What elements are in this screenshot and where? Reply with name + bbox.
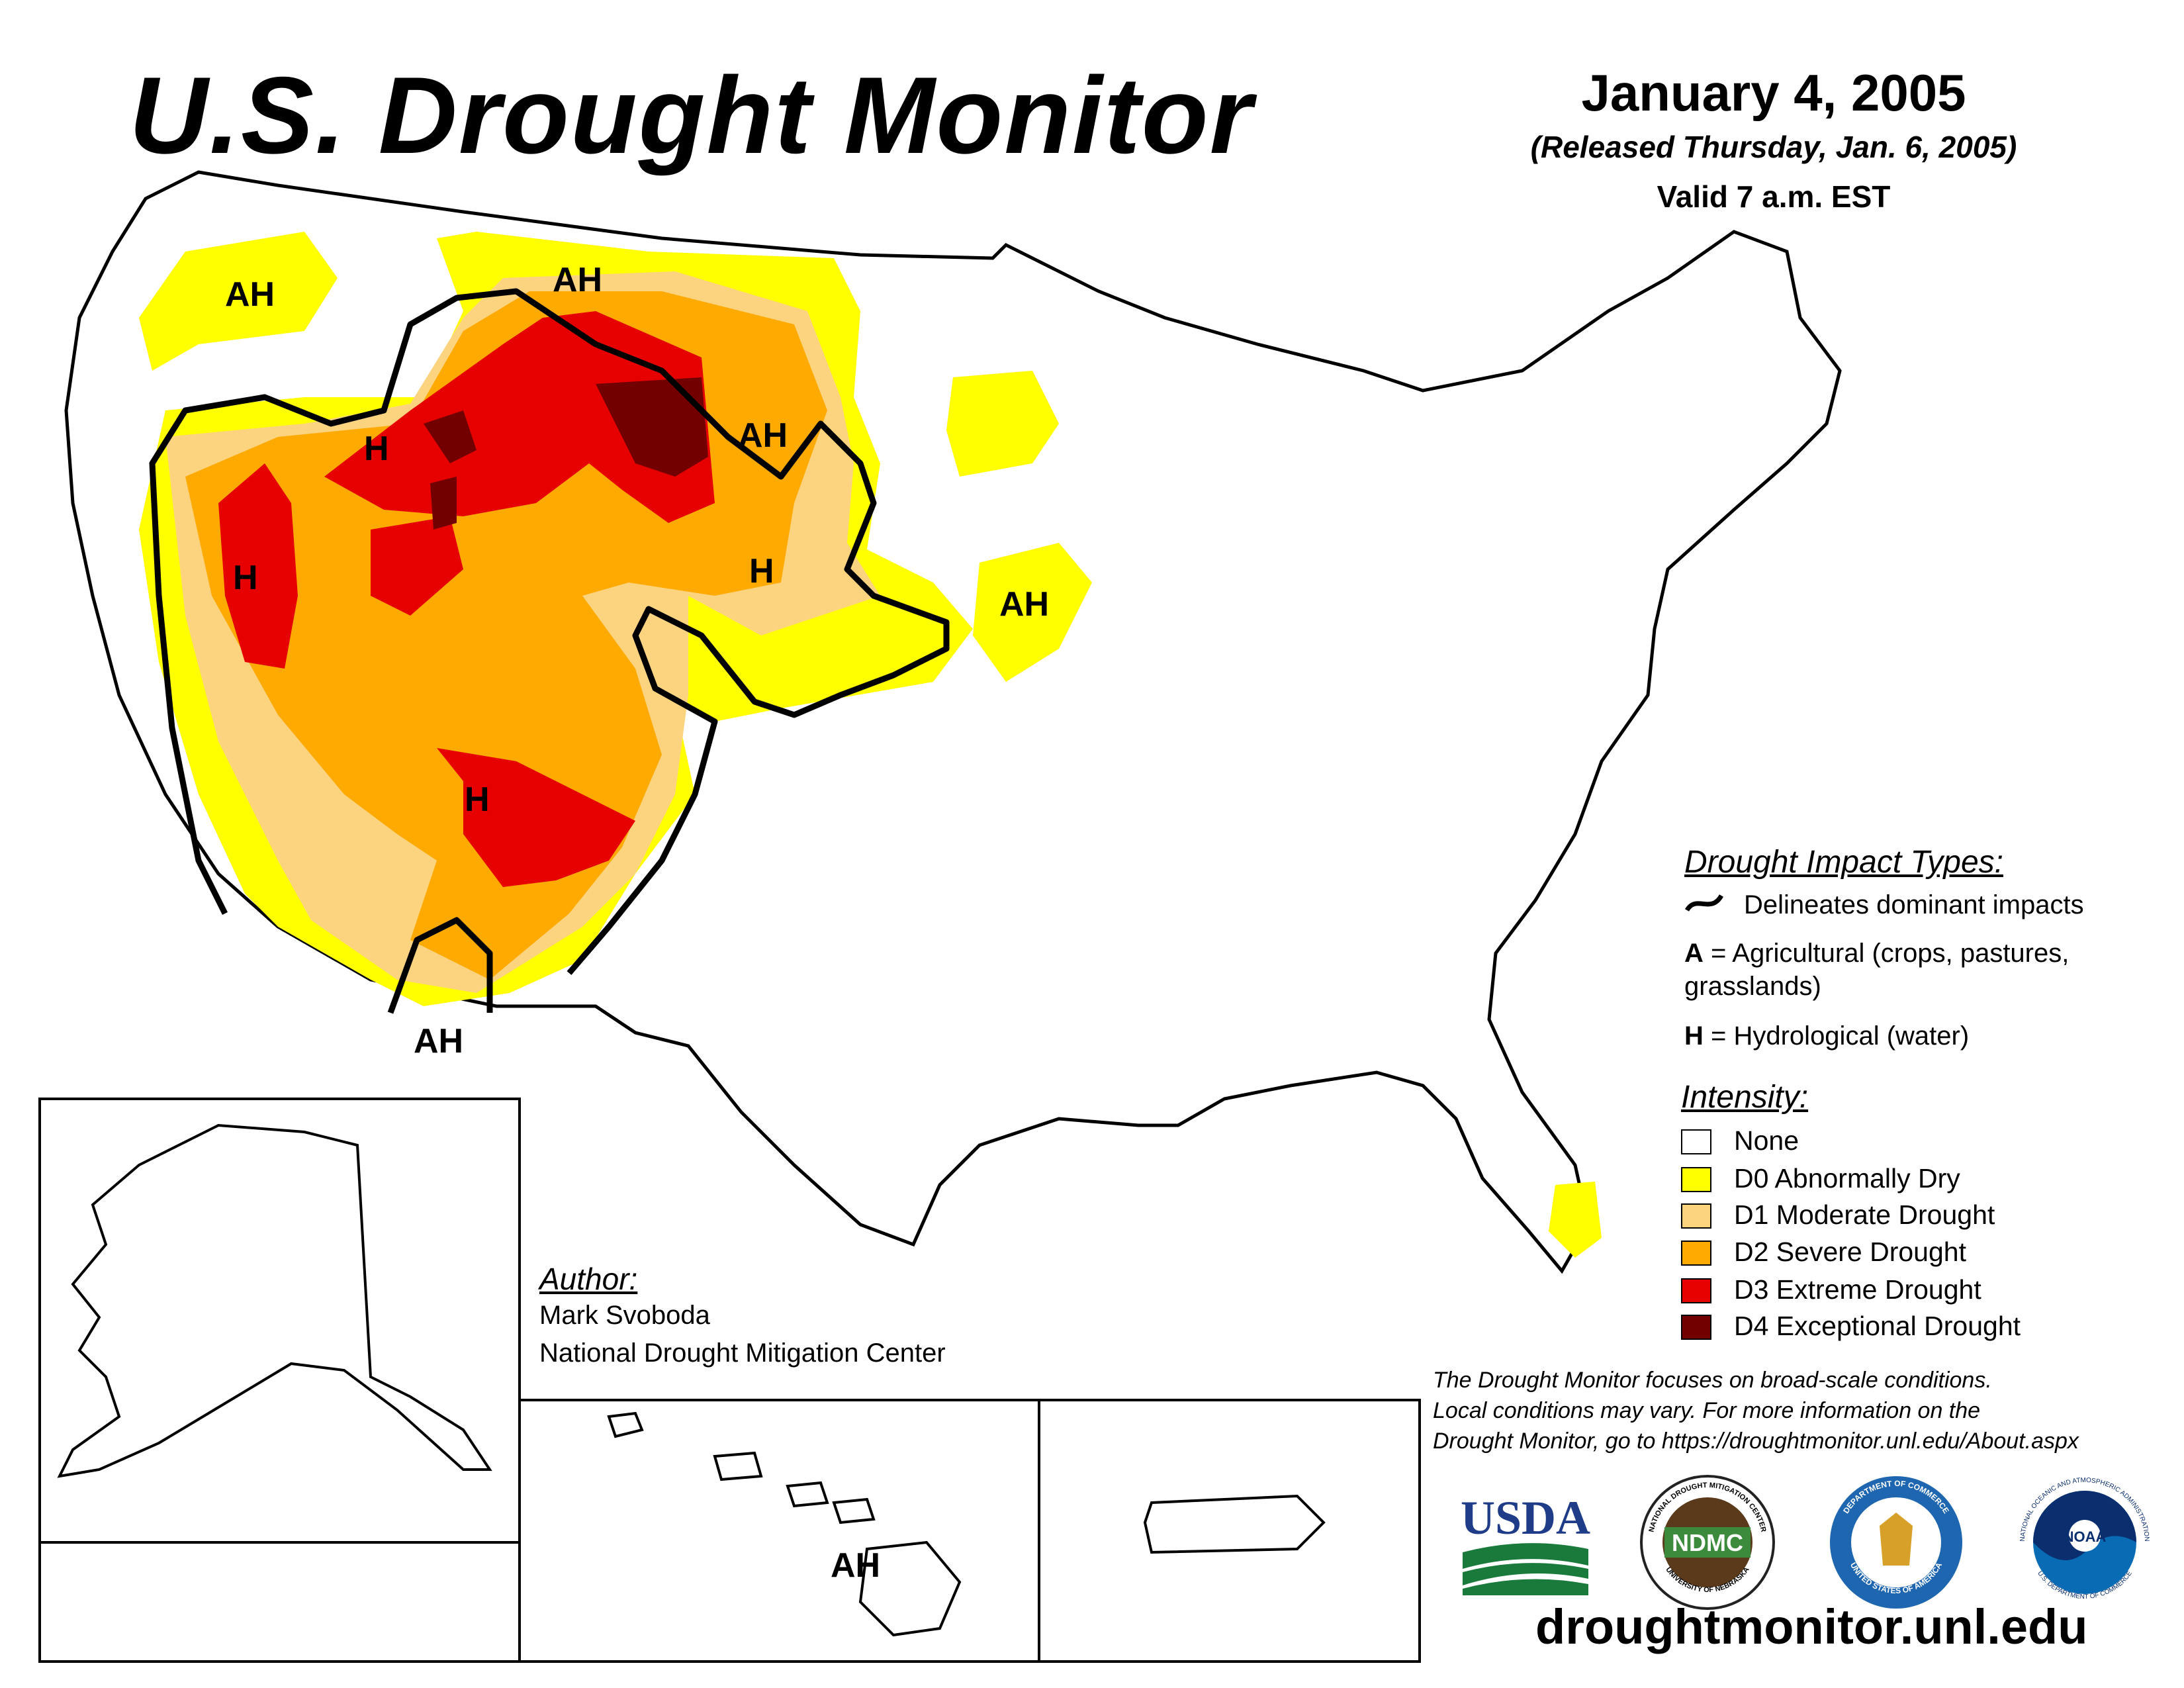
- agricultural-key: A: [1684, 939, 1704, 968]
- intensity-label: D1 Moderate Drought: [1734, 1199, 1995, 1230]
- disclaimer-line-3: Drought Monitor, go to https://droughtmo…: [1433, 1429, 2079, 1454]
- impact-boundary-arizona: [387, 917, 493, 1014]
- map-date: January 4, 2005: [1581, 64, 1966, 122]
- label-ah-washington: AH: [225, 275, 275, 314]
- label-ah-hawaii: AH: [831, 1546, 880, 1585]
- intensity-label: D2 Severe Drought: [1734, 1237, 1966, 1267]
- hawaii-islands: [607, 1411, 876, 1524]
- drought-shading: [139, 232, 1602, 1602]
- author-heading: Author:: [539, 1262, 638, 1296]
- site-url[interactable]: droughtmonitor.unl.edu: [1535, 1599, 2088, 1654]
- impact-boundary-west: [149, 288, 950, 975]
- label-h-arizona: H: [465, 780, 490, 819]
- puerto-rico-outline: [1143, 1494, 1326, 1554]
- alaska-outline: [57, 1123, 492, 1478]
- label-ah-arizona: AH: [414, 1022, 463, 1060]
- d3-area-nevada: [218, 463, 298, 669]
- commerce-logo: DEPARTMENT OF COMMERCE UNITED STATES OF …: [1830, 1476, 1962, 1609]
- hydrological-key: H: [1684, 1021, 1704, 1051]
- agricultural-legend: A = Agricultural (crops, pastures,: [1684, 939, 2069, 968]
- svg-text:NDMC: NDMC: [1672, 1529, 1743, 1556]
- intensity-label: D3 Extreme Drought: [1734, 1274, 1981, 1305]
- intensity-heading: Intensity:: [1681, 1080, 1809, 1115]
- d0-area-iowa: [973, 543, 1092, 682]
- release-date: (Released Thursday, Jan. 6, 2005): [1530, 130, 2017, 164]
- impact-line-desc: Delineates dominant impacts: [1744, 890, 2084, 919]
- d3-area-utah: [371, 516, 463, 616]
- d0-area-washington: [139, 232, 338, 371]
- noaa-logo: NOAA NATIONAL OCEANIC AND ATMOSPHERIC AD…: [2019, 1477, 2150, 1601]
- impact-line-icon: [1684, 894, 1724, 912]
- d0-area-minnesota: [946, 371, 1059, 477]
- intensity-swatch: [1681, 1129, 1711, 1154]
- intensity-swatch: [1681, 1203, 1711, 1229]
- impact-boundaries: [149, 288, 950, 1014]
- puerto-rico-inset: [1038, 1399, 1421, 1663]
- label-ah-dakotas: AH: [738, 416, 788, 455]
- intensity-label: D4 Exceptional Drought: [1734, 1311, 2021, 1341]
- d4-area-utah: [430, 477, 457, 530]
- hydrological-desc: = Hydrological (water): [1703, 1021, 1970, 1051]
- disclaimer-line-1: The Drought Monitor focuses on broad-sca…: [1433, 1368, 1992, 1393]
- label-ah-montana: AH: [553, 261, 602, 299]
- intensity-swatch: [1681, 1167, 1711, 1192]
- agricultural-desc: = Agricultural (crops, pastures,: [1703, 939, 2070, 968]
- d4-area-wyoming: [596, 377, 708, 477]
- impact-types-heading: Drought Impact Types:: [1684, 845, 2003, 880]
- intensity-swatch: [1681, 1278, 1711, 1303]
- author-org: National Drought Mitigation Center: [539, 1338, 946, 1368]
- disclaimer-line-2: Local conditions may vary. For more info…: [1433, 1398, 1981, 1423]
- disclaimer: The Drought Monitor focuses on broad-sca…: [1433, 1365, 2161, 1456]
- page-title: U.S. Drought Monitor: [129, 54, 1253, 176]
- d3-area-southwest: [437, 748, 635, 887]
- intensity-label: D0 Abnormally Dry: [1734, 1163, 1960, 1194]
- ndmc-logo: NDMC NATIONAL DROUGHT MITIGATION CENTER …: [1640, 1475, 1775, 1610]
- svg-text:USDA: USDA: [1461, 1491, 1590, 1544]
- intensity-swatch: [1681, 1241, 1711, 1266]
- label-h-colorado: H: [749, 552, 774, 590]
- intensity-swatch: [1681, 1315, 1711, 1340]
- label-h-idaho: H: [364, 430, 389, 468]
- intensity-label: None: [1734, 1125, 1799, 1156]
- hydrological-legend: H = Hydrological (water): [1684, 1021, 1969, 1051]
- hawaii-inset: [518, 1399, 1040, 1663]
- hawaii-big-island: [858, 1540, 962, 1637]
- valid-time: Valid 7 a.m. EST: [1657, 179, 1891, 214]
- svg-text:NOAA: NOAA: [2064, 1528, 2107, 1545]
- d0-area-florida: [1549, 1182, 1602, 1258]
- usda-logo: USDA: [1461, 1491, 1590, 1595]
- d3-area-idaho-montana: [324, 311, 715, 523]
- author-name: Mark Svoboda: [539, 1301, 710, 1330]
- agricultural-desc-2: grasslands): [1684, 972, 1821, 1001]
- label-ah-iowa: AH: [999, 585, 1049, 624]
- d4-area-idaho: [424, 410, 477, 463]
- label-h-nevada: H: [233, 559, 258, 597]
